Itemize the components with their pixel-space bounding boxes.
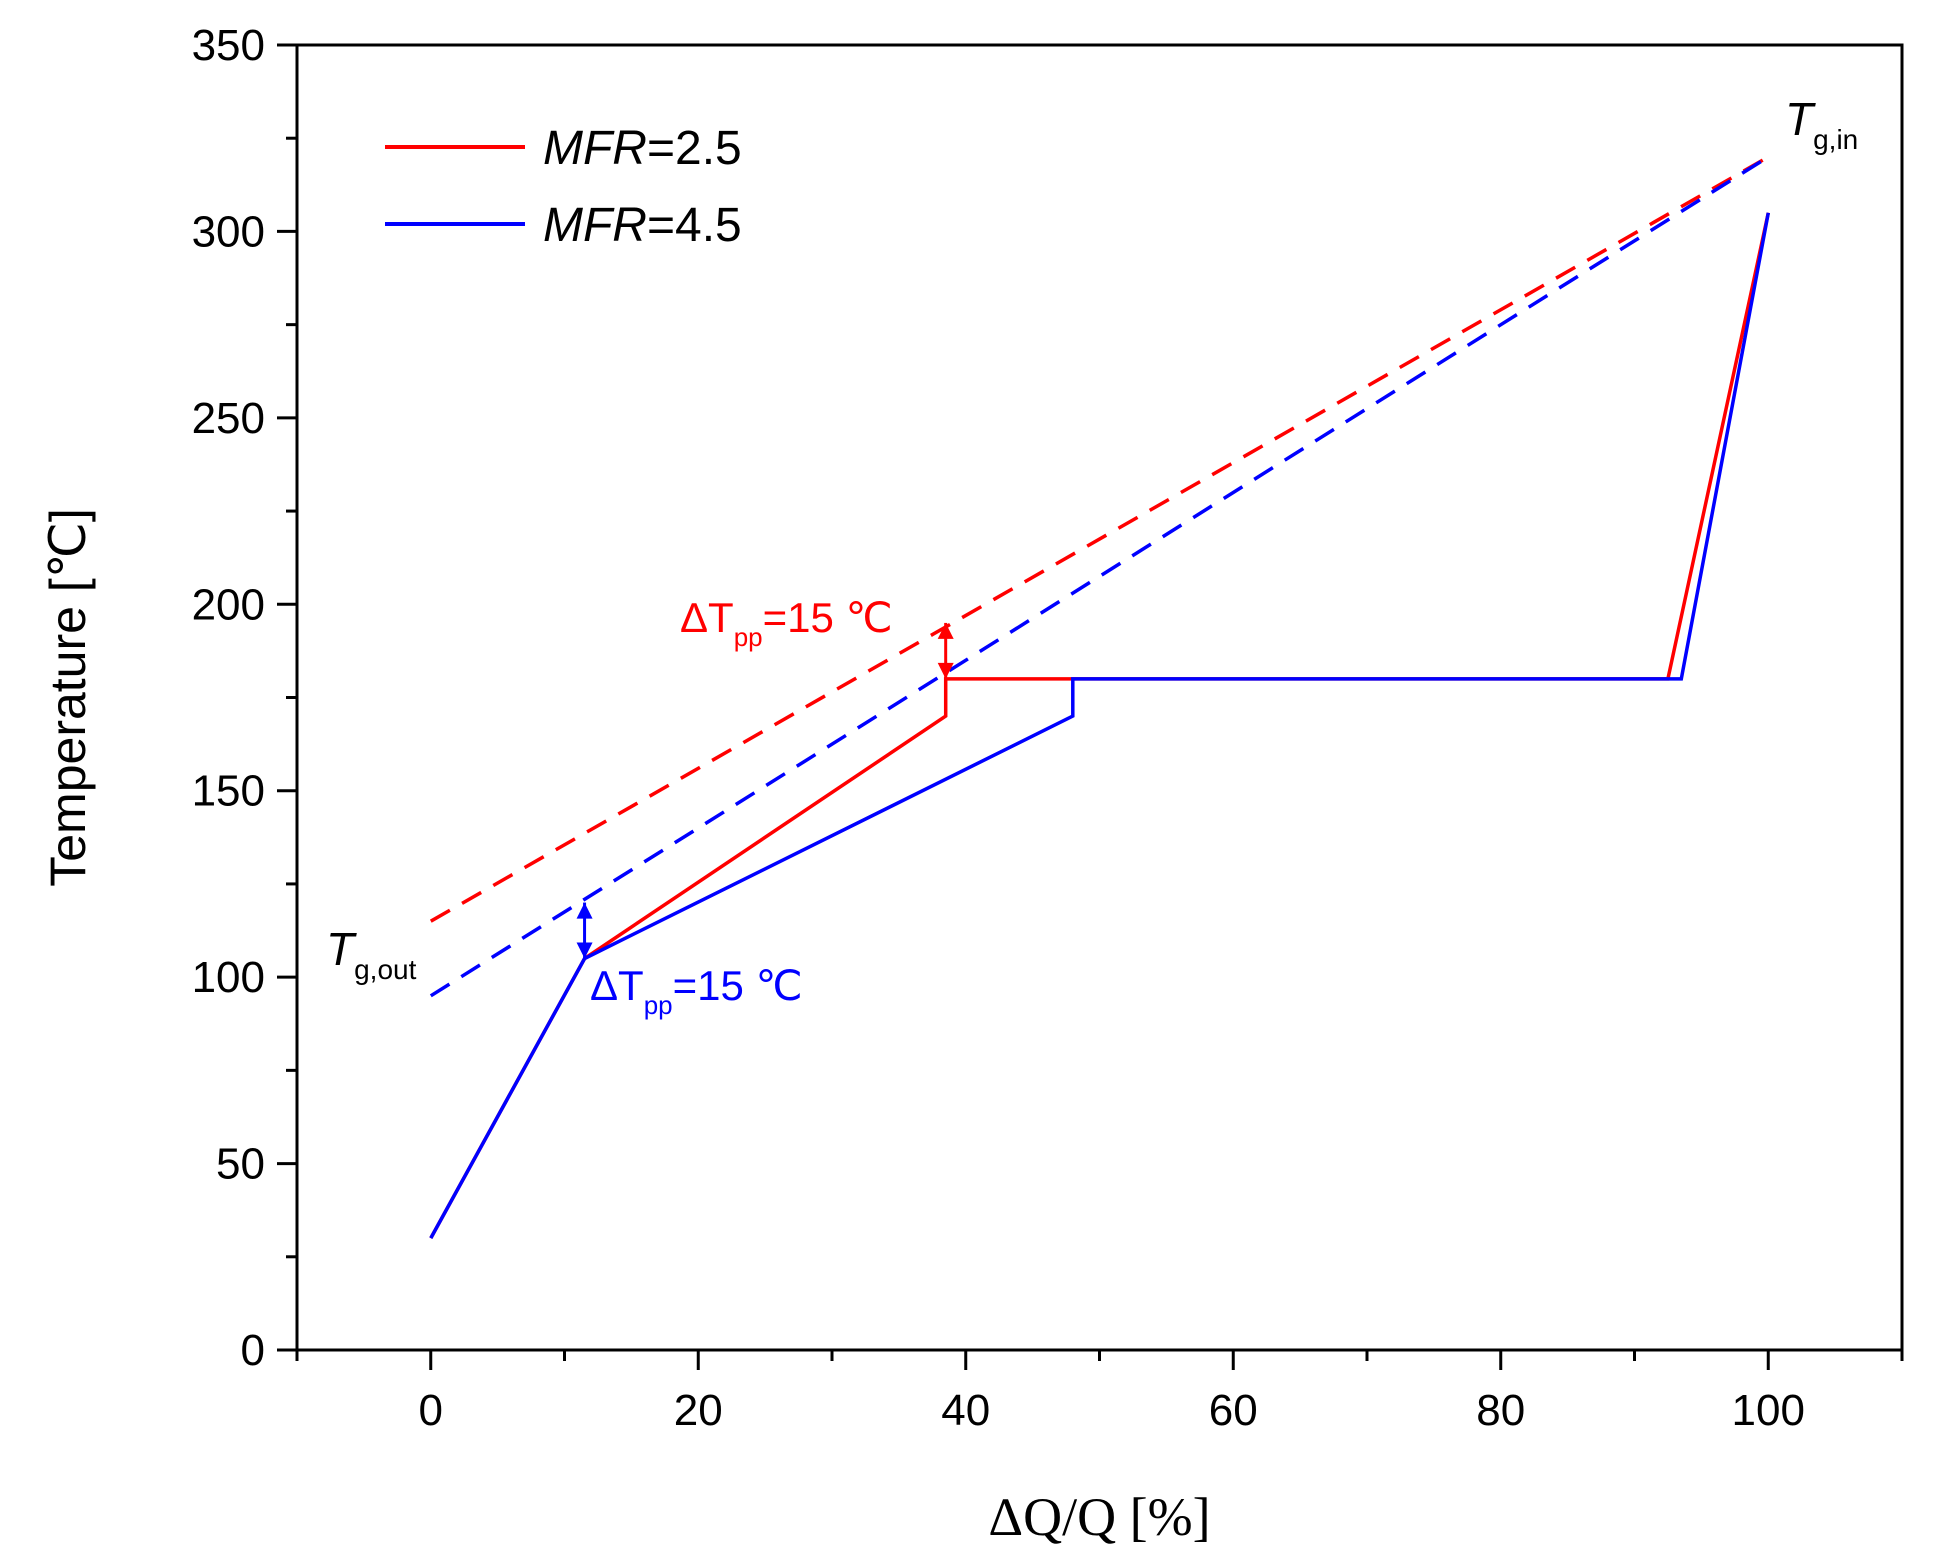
y-tick-label: 100 xyxy=(192,953,265,1002)
legend-label-italic-1: MFR xyxy=(543,199,647,252)
blue-pp-label-sub: pp xyxy=(644,990,673,1020)
x-tick-label: 20 xyxy=(674,1386,723,1435)
red-pp-label: ΔTpp=15 ℃ xyxy=(680,594,893,652)
y-tick-label: 200 xyxy=(192,580,265,629)
legend-label-italic-0: MFR xyxy=(543,122,647,175)
legend-label-1: MFR=4.5 xyxy=(543,199,742,252)
red-pp-arrow-head-up xyxy=(937,622,954,639)
plot-frame xyxy=(295,43,1904,1352)
series-line-2 xyxy=(429,155,1770,923)
x-tick-label: 80 xyxy=(1476,1386,1525,1435)
red-pp-arrow-head-down xyxy=(937,662,954,679)
red-pp-label-suffix: =15 ℃ xyxy=(763,594,893,641)
x-tick-label: 40 xyxy=(941,1386,990,1435)
t-g-out-main: T xyxy=(326,923,357,975)
y-tick-label: 300 xyxy=(192,207,265,256)
y-tick-label: 50 xyxy=(216,1140,265,1189)
blue-pp-label-prefix: ΔT xyxy=(590,962,644,1009)
series-line-1 xyxy=(429,212,1771,1239)
t-g-in-main: T xyxy=(1785,93,1816,145)
red-pp-label-sub: pp xyxy=(734,622,763,652)
t-g-out-label: Tg,out xyxy=(326,923,417,985)
t-g-in-sub: g,in xyxy=(1813,124,1858,155)
y-tick-label: 350 xyxy=(192,21,265,70)
legend-label-rest-1: =4.5 xyxy=(647,199,742,252)
t-g-out-sub: g,out xyxy=(354,954,416,985)
blue-pp-label-suffix: =15 ℃ xyxy=(673,962,803,1009)
series-line-0 xyxy=(429,212,1771,1239)
blue-pp-label: ΔTpp=15 ℃ xyxy=(590,962,803,1020)
y-tick-label: 150 xyxy=(192,767,265,816)
red-pp-label-prefix: ΔT xyxy=(680,594,734,641)
series-line-3 xyxy=(429,155,1770,998)
blue-pp-arrow-head-down xyxy=(576,942,593,959)
x-tick-label: 0 xyxy=(419,1386,443,1435)
y-axis-title: Temperature [℃] xyxy=(40,508,96,887)
legend-label-rest-0: =2.5 xyxy=(647,122,742,175)
y-tick-label: 250 xyxy=(192,394,265,443)
x-tick-label: 100 xyxy=(1732,1386,1805,1435)
t-g-in-label: Tg,in xyxy=(1785,93,1858,155)
x-tick-label: 60 xyxy=(1209,1386,1258,1435)
blue-pp-arrow-head-up xyxy=(576,902,593,919)
legend-label-0: MFR=2.5 xyxy=(543,122,742,175)
x-axis-title: ΔQ/Q [%] xyxy=(988,1487,1210,1547)
y-tick-label: 0 xyxy=(241,1326,265,1375)
